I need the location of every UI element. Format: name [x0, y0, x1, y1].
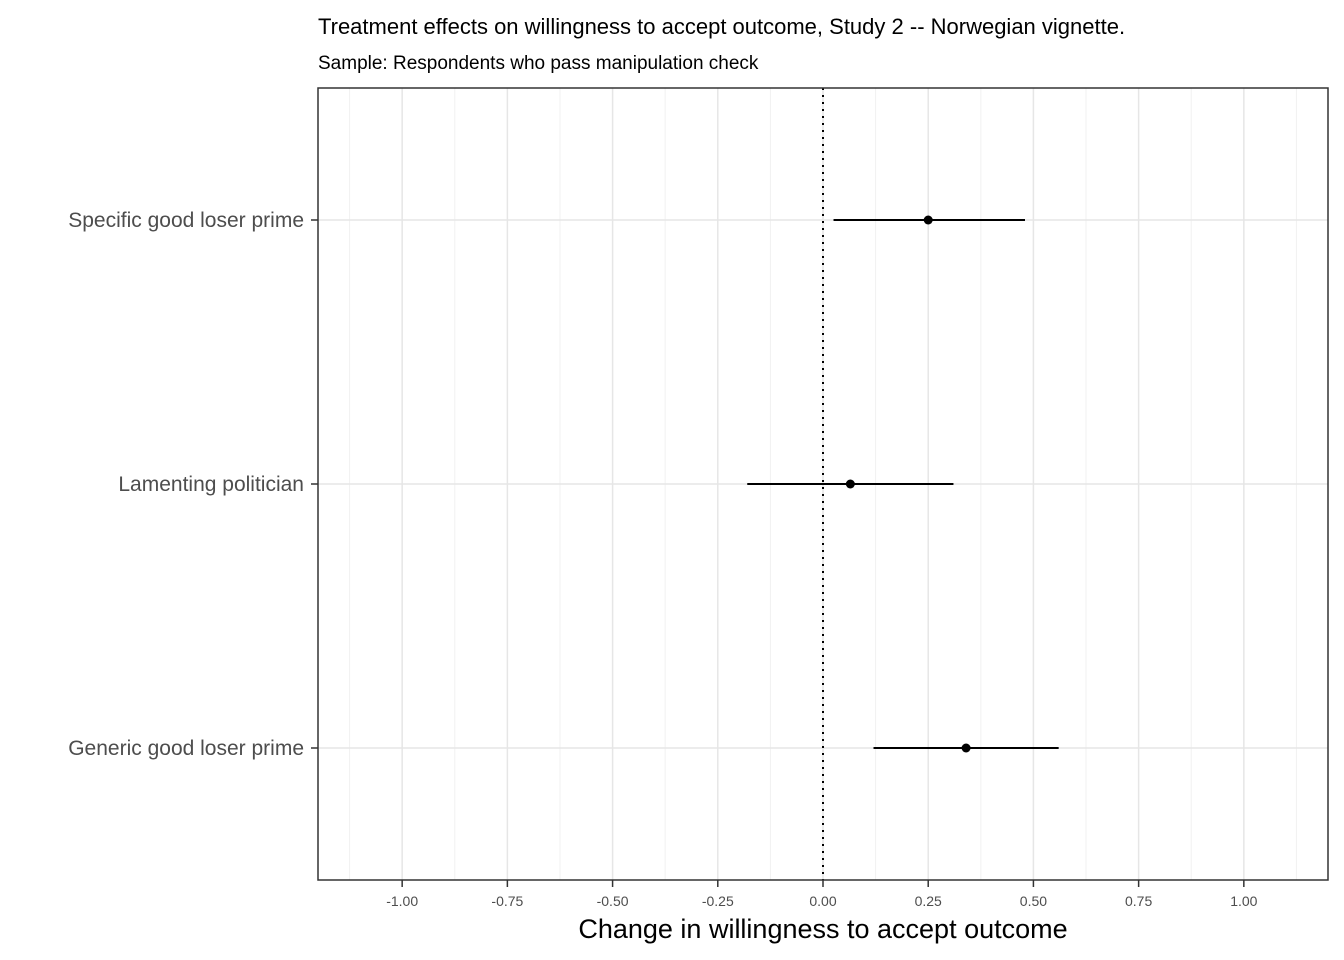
y-tick-label: Specific good loser prime	[68, 209, 304, 232]
chart-title: Treatment effects on willingness to acce…	[318, 14, 1125, 39]
x-tick-label: -1.00	[386, 893, 418, 909]
x-axis: -1.00 -0.75 -0.50 -0.25 0.00 0.25 0.50 0.75 1.00	[386, 880, 1258, 909]
chart-subtitle: Sample: Respondents who pass manipulatio…	[318, 53, 759, 74]
x-tick-label: 0.00	[809, 893, 836, 909]
x-tick-label: -0.75	[491, 893, 523, 909]
point-estimate	[961, 743, 971, 753]
x-tick-label: 0.75	[1125, 893, 1152, 909]
y-tick-label: Generic good loser prime	[68, 737, 304, 760]
x-tick-label: -0.50	[597, 893, 629, 909]
estimate-marks	[747, 215, 1059, 753]
x-tick-label: 1.00	[1230, 893, 1257, 909]
y-tick-label: Lamenting politician	[118, 473, 304, 496]
x-tick-label: 0.25	[915, 893, 942, 909]
point-estimate	[923, 215, 933, 225]
x-axis-title: Change in willingness to accept outcome	[578, 914, 1067, 944]
x-tick-label: 0.50	[1020, 893, 1047, 909]
y-axis: Specific good loser prime Lamenting polit…	[68, 209, 318, 760]
x-tick-label: -0.25	[702, 893, 734, 909]
point-estimate	[845, 479, 855, 489]
